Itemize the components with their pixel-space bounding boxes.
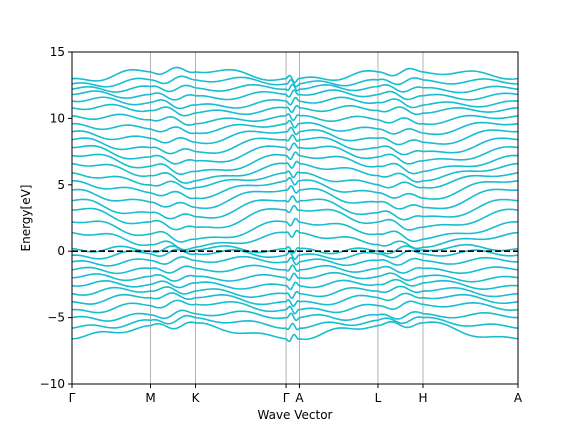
y-tick-label-4: 10 [50, 111, 65, 125]
band-line-7 [71, 271, 519, 283]
x-tick-label-3: Γ [283, 391, 290, 405]
band-line-17 [71, 176, 519, 200]
x-tick-label-7: A [514, 391, 523, 405]
x-tick-label-0: Γ [69, 391, 76, 405]
y-axis-ticks: −10 −5 0 5 10 15 [40, 45, 72, 391]
y-tick-label-0: −10 [40, 377, 65, 391]
band-line-15 [71, 195, 519, 221]
y-tick-label-1: −5 [47, 311, 65, 325]
band-line-14 [71, 204, 519, 231]
band-line-29 [71, 83, 519, 94]
plot-area-frame [71, 51, 519, 385]
band-line-26 [71, 103, 519, 117]
band-line-27 [71, 96, 519, 110]
y-tick-label-3: 5 [57, 178, 65, 192]
band-line-24 [71, 119, 519, 136]
band-line-16 [71, 185, 519, 210]
y-tick-label-5: 15 [50, 45, 65, 59]
band-line-23 [71, 126, 519, 146]
y-axis-label: Energy[eV] [19, 185, 33, 252]
band-line-28 [71, 89, 519, 101]
band-line-6 [71, 278, 519, 291]
band-line-2 [71, 309, 519, 322]
band-line-25 [71, 113, 519, 126]
band-line-18 [71, 170, 519, 190]
band-line-13 [71, 217, 519, 243]
x-axis-label: Wave Vector [258, 408, 333, 422]
band-line-31 [71, 66, 519, 84]
band-line-0 [71, 320, 519, 343]
band-line-12 [71, 229, 519, 251]
x-tick-label-2: K [192, 391, 201, 405]
band-line-21 [71, 142, 519, 165]
x-tick-label-5: L [375, 391, 382, 405]
band-line-5 [71, 285, 519, 300]
band-line-1 [71, 314, 519, 331]
band-line-8 [71, 264, 519, 275]
x-tick-label-1: M [145, 391, 155, 405]
band-line-19 [71, 160, 519, 184]
x-tick-label-4: A [295, 391, 304, 405]
band-line-4 [71, 292, 519, 308]
y-tick-label-2: 0 [57, 244, 65, 258]
band-line-3 [71, 299, 519, 315]
band-line-9 [71, 255, 519, 267]
band-lines [71, 66, 519, 343]
band-line-22 [71, 134, 519, 156]
band-line-20 [71, 151, 519, 176]
x-tick-label-6: H [418, 391, 427, 405]
